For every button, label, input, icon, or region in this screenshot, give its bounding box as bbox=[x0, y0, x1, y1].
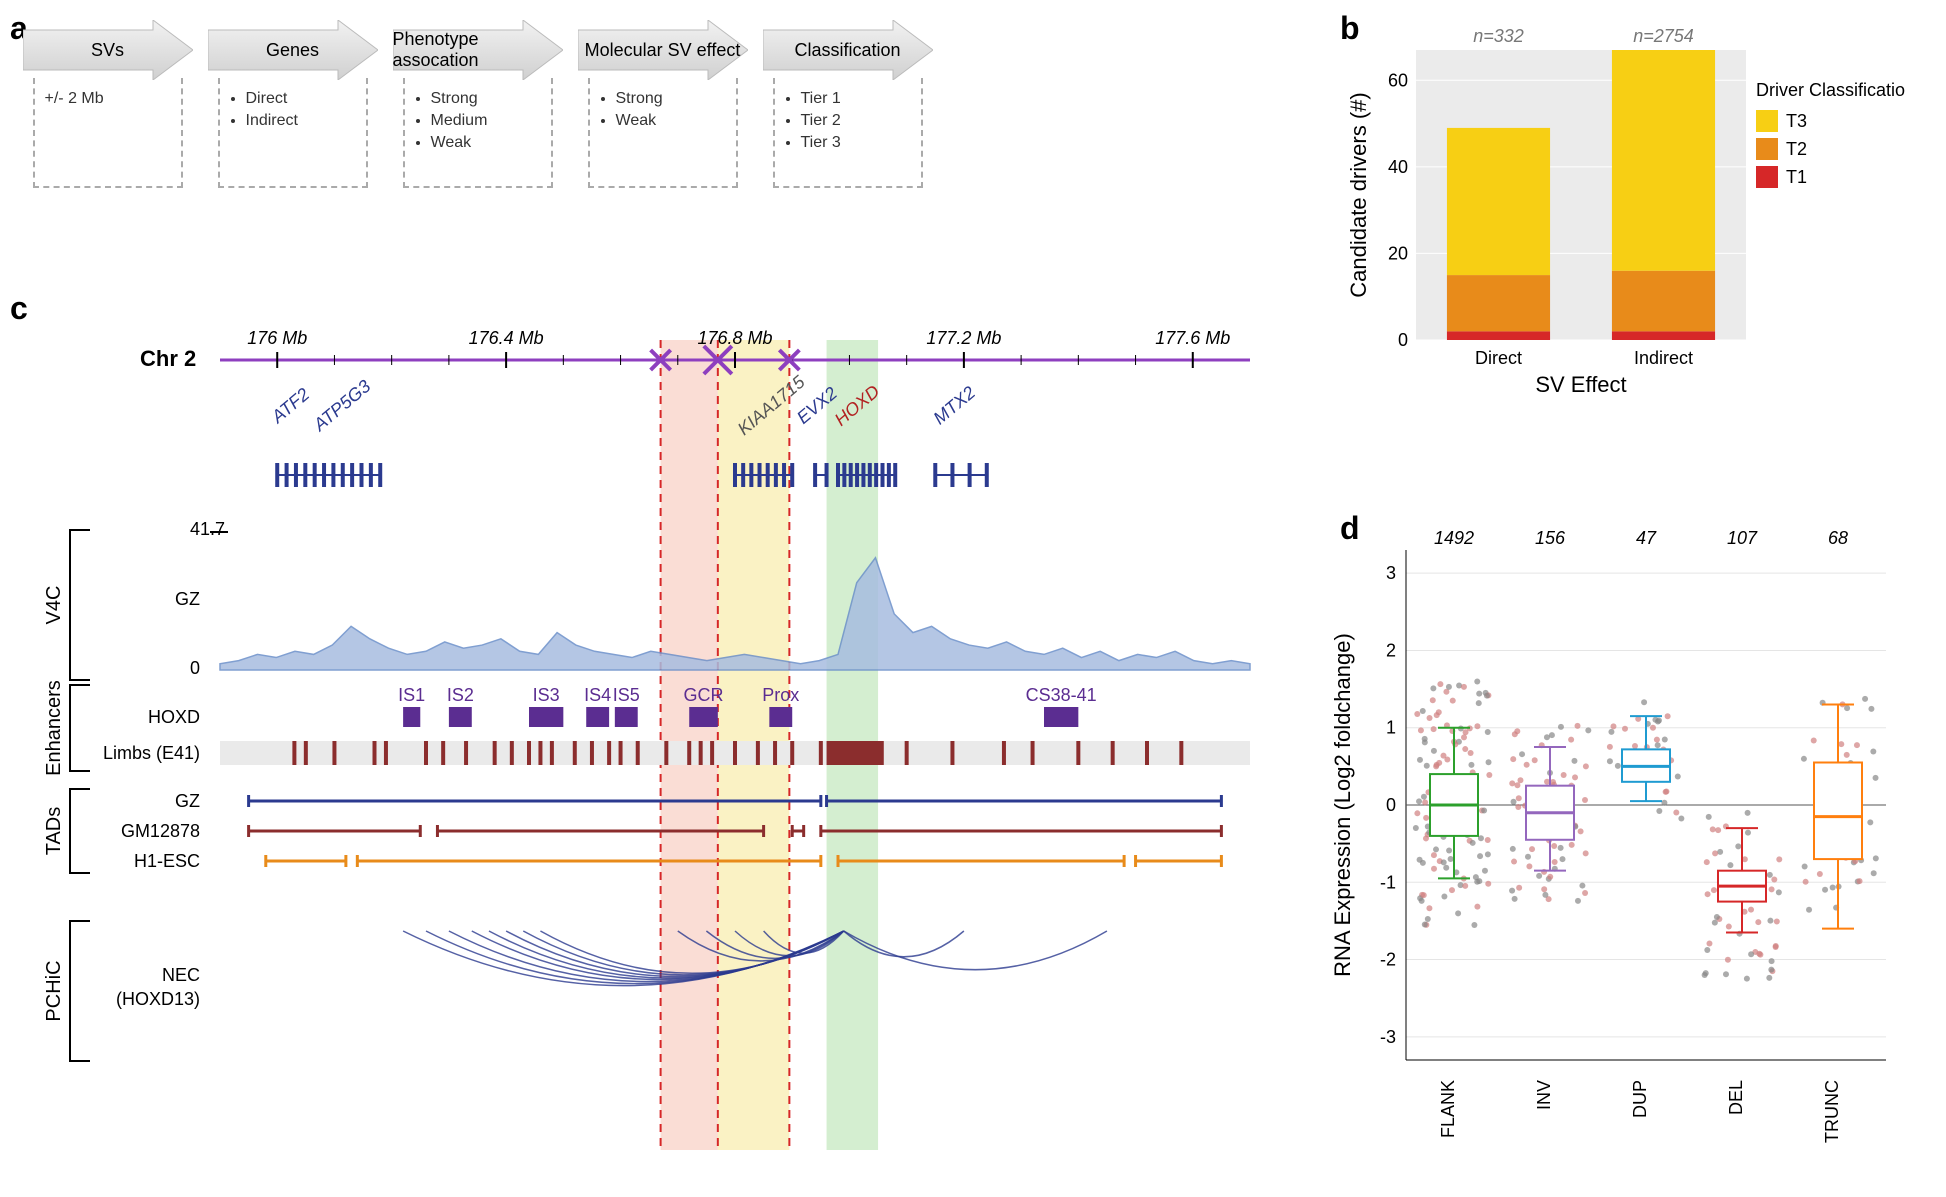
svg-text:-1: -1 bbox=[1380, 872, 1396, 892]
svg-text:IS2: IS2 bbox=[447, 685, 474, 705]
svg-text:FLANK: FLANK bbox=[1438, 1080, 1458, 1138]
panel-c-genome-browser: Chr 2 176 Mb 176.4 Mb 176.8 Mb 177.2 Mb 177.6… bbox=[20, 300, 1270, 1170]
svg-text:Indirect: Indirect bbox=[1634, 348, 1693, 368]
svg-text:20: 20 bbox=[1388, 243, 1408, 263]
svg-text:RNA Expression (Log2 foldchang: RNA Expression (Log2 foldchange) bbox=[1330, 633, 1355, 977]
panel-d-boxplot: -3 -2 -1 0 1 2 3 1492 FLANK 156 INV 47 DUP 107 DEL 68 TR… bbox=[1326, 520, 1906, 1170]
svg-text:Enhancers: Enhancers bbox=[43, 680, 65, 776]
svg-text:177.6 Mb: 177.6 Mb bbox=[1155, 328, 1230, 348]
svg-text:60: 60 bbox=[1388, 70, 1408, 90]
svg-text:H1-ESC: H1-ESC bbox=[134, 851, 200, 871]
svg-text:156: 156 bbox=[1535, 528, 1566, 548]
svg-text:0: 0 bbox=[1398, 330, 1408, 350]
svg-text:47: 47 bbox=[1636, 528, 1657, 548]
panel-b-barchart: 0 20 40 60 n=332 Direct n=2754 Indirect SV Effec… bbox=[1346, 20, 1906, 400]
svg-text:107: 107 bbox=[1727, 528, 1758, 548]
svg-text:CS38-41: CS38-41 bbox=[1026, 685, 1097, 705]
svg-text:T2: T2 bbox=[1786, 139, 1807, 159]
svg-text:PCHiC: PCHiC bbox=[43, 960, 65, 1021]
svg-text:INV: INV bbox=[1534, 1080, 1554, 1110]
svg-text:DEL: DEL bbox=[1726, 1080, 1746, 1115]
svg-text:(HOXD13): (HOXD13) bbox=[116, 989, 200, 1009]
svg-text:n=2754: n=2754 bbox=[1633, 26, 1694, 46]
svg-text:TRUNC: TRUNC bbox=[1822, 1080, 1842, 1143]
svg-text:0: 0 bbox=[190, 658, 200, 678]
svg-text:-3: -3 bbox=[1380, 1027, 1396, 1047]
svg-text:IS3: IS3 bbox=[533, 685, 560, 705]
svg-text:176 Mb: 176 Mb bbox=[247, 328, 307, 348]
panel-a-flowchart: SVs+/- 2 Mb GenesDirectIndirect Phenotyp… bbox=[20, 20, 950, 260]
svg-text:SV Effect: SV Effect bbox=[1535, 372, 1626, 397]
svg-text:IS4: IS4 bbox=[584, 685, 611, 705]
svg-text:0: 0 bbox=[1386, 795, 1396, 815]
flow-step-3: Molecular SV effectStrongWeak bbox=[575, 20, 750, 188]
svg-text:GM12878: GM12878 bbox=[121, 821, 200, 841]
svg-text:3: 3 bbox=[1386, 563, 1396, 583]
svg-text:2: 2 bbox=[1386, 640, 1396, 660]
svg-text:Prox: Prox bbox=[762, 685, 799, 705]
svg-text:HOXD: HOXD bbox=[148, 707, 200, 727]
svg-text:GZ: GZ bbox=[175, 791, 200, 811]
svg-text:1492: 1492 bbox=[1434, 528, 1474, 548]
svg-text:177.2 Mb: 177.2 Mb bbox=[926, 328, 1001, 348]
svg-text:ATP5G3: ATP5G3 bbox=[309, 376, 374, 435]
svg-text:Candidate drivers (#): Candidate drivers (#) bbox=[1346, 92, 1371, 297]
svg-text:GCR: GCR bbox=[684, 685, 724, 705]
svg-text:V4C: V4C bbox=[43, 586, 65, 625]
svg-text:40: 40 bbox=[1388, 157, 1408, 177]
svg-text:Chr 2: Chr 2 bbox=[140, 346, 196, 371]
svg-text:TADs: TADs bbox=[43, 807, 65, 856]
flow-step-4: ClassificationTier 1Tier 2Tier 3 bbox=[760, 20, 935, 188]
flow-step-0: SVs+/- 2 Mb bbox=[20, 20, 195, 188]
svg-text:GZ: GZ bbox=[175, 589, 200, 609]
svg-text:T1: T1 bbox=[1786, 167, 1807, 187]
flow-step-2: Phenotype assocationStrongMediumWeak bbox=[390, 20, 565, 188]
svg-text:MTX2: MTX2 bbox=[929, 382, 979, 428]
svg-text:T3: T3 bbox=[1786, 111, 1807, 131]
flow-step-1: GenesDirectIndirect bbox=[205, 20, 380, 188]
svg-text:n=332: n=332 bbox=[1473, 26, 1524, 46]
svg-text:NEC: NEC bbox=[162, 965, 200, 985]
svg-text:41.7: 41.7 bbox=[190, 519, 225, 539]
svg-text:Limbs (E41): Limbs (E41) bbox=[103, 743, 200, 763]
svg-text:-2: -2 bbox=[1380, 950, 1396, 970]
svg-text:176.8 Mb: 176.8 Mb bbox=[697, 328, 772, 348]
svg-text:IS5: IS5 bbox=[613, 685, 640, 705]
svg-text:1: 1 bbox=[1386, 718, 1396, 738]
svg-text:IS1: IS1 bbox=[398, 685, 425, 705]
svg-text:176.4 Mb: 176.4 Mb bbox=[469, 328, 544, 348]
svg-text:Driver Classification: Driver Classification bbox=[1756, 80, 1906, 100]
svg-text:ATF2: ATF2 bbox=[267, 384, 313, 427]
svg-text:68: 68 bbox=[1828, 528, 1848, 548]
svg-text:DUP: DUP bbox=[1630, 1080, 1650, 1118]
svg-text:Direct: Direct bbox=[1475, 348, 1522, 368]
